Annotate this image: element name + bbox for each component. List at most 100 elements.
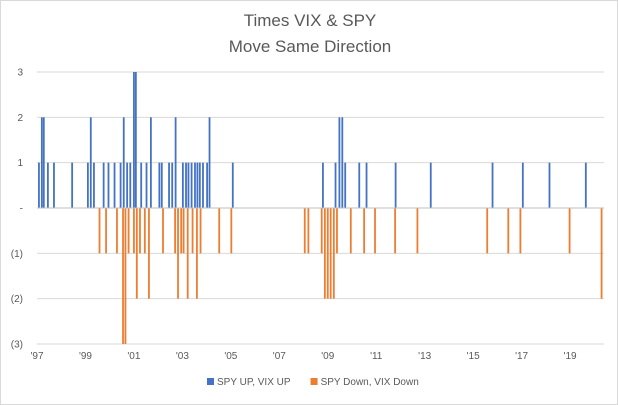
bar-series-1 bbox=[145, 162, 148, 208]
bar-series-2 bbox=[116, 208, 118, 254]
bar-series-2 bbox=[122, 208, 124, 344]
bar-series-2 bbox=[507, 208, 510, 254]
bar-series-2 bbox=[218, 208, 221, 254]
bar-series-2 bbox=[230, 208, 233, 254]
x-tick-label: '03 bbox=[176, 351, 189, 362]
bar-series-1 bbox=[53, 162, 55, 208]
bar-series-1 bbox=[394, 162, 397, 208]
bar-series-1 bbox=[158, 162, 161, 208]
bar-series-2 bbox=[196, 208, 198, 299]
legend-label-series-2: SPY Down, VIX Down bbox=[321, 377, 419, 388]
bar-series-1 bbox=[119, 162, 122, 208]
y-tick-label: (3) bbox=[11, 340, 23, 351]
bar-series-1 bbox=[113, 162, 116, 208]
x-tick-label: '15 bbox=[467, 351, 480, 362]
bar-series-1 bbox=[202, 162, 204, 208]
bar-series-2 bbox=[133, 208, 135, 254]
bar-series-2 bbox=[416, 208, 419, 254]
y-tick-label: (1) bbox=[11, 249, 23, 260]
bar-series-1 bbox=[102, 162, 105, 208]
bar-series-1 bbox=[122, 117, 125, 208]
bar-series-2 bbox=[180, 208, 183, 254]
y-tick-label: (2) bbox=[11, 294, 23, 305]
bars bbox=[38, 72, 603, 344]
bar-series-1 bbox=[181, 162, 184, 208]
bar-series-1 bbox=[584, 162, 587, 208]
bar-series-1 bbox=[194, 162, 196, 208]
y-axis-ticks: 3 2 1 - (1) (2) (3) bbox=[11, 68, 24, 351]
bar-series-1 bbox=[129, 162, 132, 208]
bar-series-1 bbox=[341, 117, 344, 208]
bar-series-2 bbox=[307, 208, 310, 254]
legend-swatch-series-2 bbox=[310, 378, 318, 385]
legend-label-series-1: SPY UP, VIX UP bbox=[217, 377, 291, 388]
chart-title: Times VIX & SPY Move Same Direction bbox=[229, 11, 392, 56]
x-tick-label: '07 bbox=[273, 351, 286, 362]
bar-series-2 bbox=[105, 208, 107, 254]
bar-series-1 bbox=[133, 72, 135, 208]
x-tick-label: '99 bbox=[79, 351, 92, 362]
bar-series-1 bbox=[206, 162, 208, 208]
bar-series-1 bbox=[171, 162, 174, 208]
bar-series-2 bbox=[186, 208, 189, 299]
bar-series-1 bbox=[322, 162, 324, 208]
bar-series-1 bbox=[548, 162, 551, 208]
bar-series-1 bbox=[429, 162, 432, 208]
y-tick-label: 2 bbox=[17, 113, 23, 124]
legend: SPY UP, VIX UP SPY Down, VIX Down bbox=[207, 377, 419, 388]
bar-series-2 bbox=[349, 208, 352, 254]
bar-series-2 bbox=[329, 208, 332, 299]
bar-series-1 bbox=[365, 162, 368, 208]
bar-series-2 bbox=[326, 208, 329, 299]
bar-series-1 bbox=[71, 162, 74, 208]
bar-series-2 bbox=[568, 208, 571, 254]
bar-series-1 bbox=[187, 162, 190, 208]
bar-series-1 bbox=[198, 162, 201, 208]
bar-series-2 bbox=[127, 208, 130, 254]
x-tick-label: '97 bbox=[30, 351, 43, 362]
bar-series-1 bbox=[196, 162, 199, 208]
bar-series-1 bbox=[86, 162, 89, 208]
bar-series-2 bbox=[199, 208, 202, 254]
x-tick-label: '11 bbox=[370, 351, 383, 362]
bar-series-2 bbox=[177, 208, 179, 299]
bar-series-2 bbox=[323, 208, 326, 299]
bar-series-1 bbox=[107, 162, 110, 208]
bar-series-2 bbox=[374, 208, 376, 254]
bar-series-2 bbox=[303, 208, 306, 254]
bar-series-2 bbox=[332, 208, 335, 299]
bar-series-1 bbox=[190, 162, 193, 208]
gridlines bbox=[37, 71, 604, 345]
bar-series-1 bbox=[89, 117, 92, 208]
y-tick-label: 3 bbox=[17, 68, 23, 79]
bar-series-1 bbox=[185, 162, 187, 208]
x-tick-label: '17 bbox=[515, 351, 528, 362]
y-tick-label: - bbox=[20, 204, 23, 215]
bar-series-1 bbox=[334, 162, 337, 208]
bar-series-2 bbox=[600, 208, 603, 299]
bar-series-2 bbox=[135, 208, 138, 299]
bar-series-2 bbox=[143, 208, 146, 254]
bar-series-2 bbox=[174, 208, 177, 254]
bar-series-2 bbox=[486, 208, 489, 254]
chart-title-line-2: Move Same Direction bbox=[229, 37, 392, 56]
bar-series-1 bbox=[208, 117, 211, 208]
bar-series-1 bbox=[338, 117, 341, 208]
bar-series-1 bbox=[231, 162, 234, 208]
bar-series-2 bbox=[519, 208, 522, 254]
bar-series-2 bbox=[148, 208, 150, 299]
bar-series-1 bbox=[168, 162, 170, 208]
bar-series-1 bbox=[38, 162, 40, 208]
bar-series-1 bbox=[491, 162, 494, 208]
bar-series-2 bbox=[98, 208, 101, 254]
legend-swatch-series-1 bbox=[207, 378, 214, 385]
x-tick-label: '05 bbox=[224, 351, 237, 362]
bar-series-2 bbox=[336, 208, 338, 254]
bar-series-2 bbox=[182, 208, 185, 254]
bar-series-1 bbox=[149, 117, 152, 208]
bar-series-2 bbox=[394, 208, 397, 254]
bar-series-2 bbox=[191, 208, 194, 254]
x-axis-ticks: '97 '99 '01 '03 '05 '07 '09 '11 '13 '15 '17 '19 bbox=[30, 351, 577, 362]
